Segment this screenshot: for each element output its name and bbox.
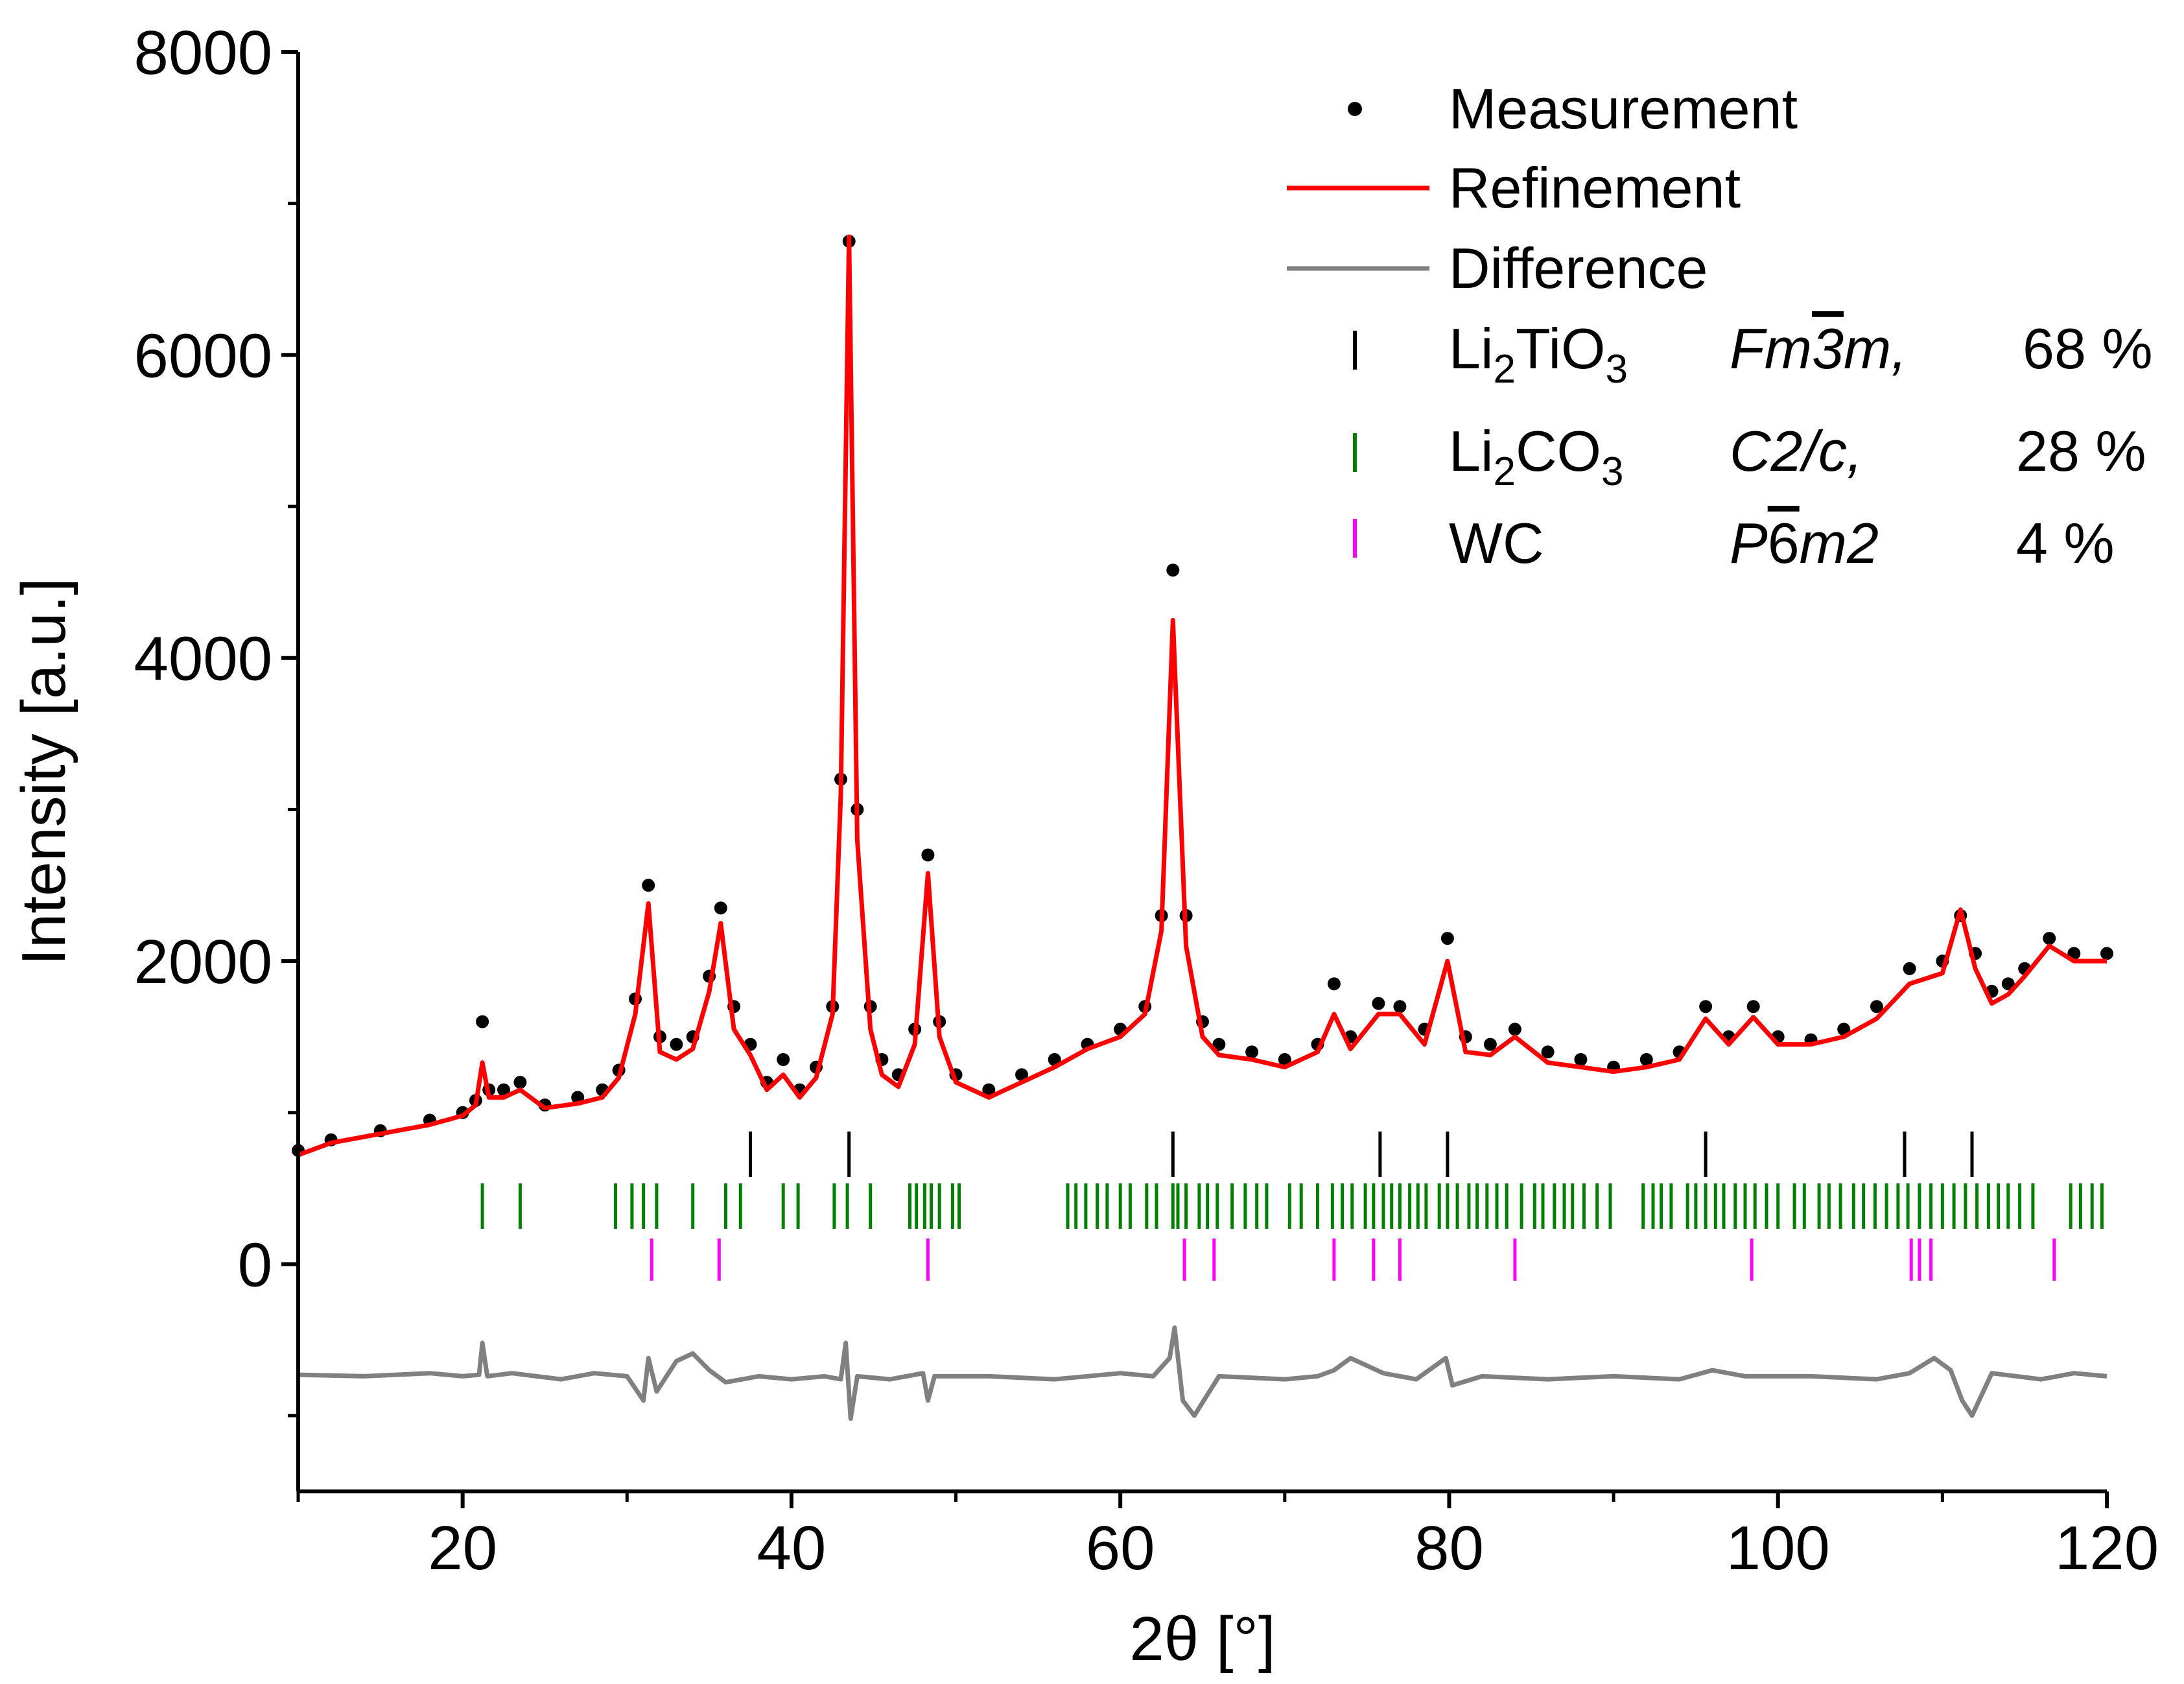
difference-layer bbox=[298, 1325, 2108, 1421]
measurement-point bbox=[1393, 1000, 1407, 1014]
x-tick-label: 60 bbox=[1086, 1513, 1155, 1583]
measurement-point bbox=[2100, 947, 2113, 960]
x-tick-label: 20 bbox=[428, 1513, 497, 1583]
legend-difference-label: Difference bbox=[1449, 236, 1708, 300]
measurement-point bbox=[1278, 1053, 1291, 1066]
legend-measurement-marker bbox=[1348, 102, 1362, 116]
legend: Measurement Refinement Difference Li2TiO… bbox=[1287, 77, 2153, 575]
refinement-layer bbox=[297, 234, 2107, 1157]
plot-area bbox=[292, 52, 2113, 1491]
measurement-point bbox=[1870, 1000, 1883, 1014]
measurement-point bbox=[1541, 1045, 1555, 1059]
y-tick-label: 0 bbox=[238, 1230, 272, 1299]
measurement-point bbox=[513, 1076, 527, 1089]
measurement-point bbox=[1015, 1068, 1028, 1082]
measurement-point bbox=[1639, 1053, 1653, 1066]
measurement-point bbox=[714, 901, 727, 915]
axes: 20 40 60 80 100 120 0 2000 4000 6000 8000 bbox=[134, 18, 2159, 1583]
x-axis-title: 2θ [°] bbox=[1129, 1604, 1275, 1674]
y-axis-title: Intensity [a.u.] bbox=[9, 578, 78, 966]
measurement-point bbox=[1746, 1000, 1760, 1014]
measurement-point bbox=[1372, 997, 1385, 1010]
legend-li2tio3-group: Fm3m, bbox=[1730, 316, 1907, 381]
legend-li2co3-group: C2/c, bbox=[1730, 419, 1862, 483]
legend-li2tio3-formula: Li2TiO3 bbox=[1449, 316, 1628, 392]
measurement-point bbox=[1699, 1000, 1713, 1014]
legend-measurement-label: Measurement bbox=[1449, 77, 1798, 141]
measurement-point bbox=[921, 848, 935, 862]
measurement-point bbox=[670, 1038, 683, 1051]
x-tick-label: 120 bbox=[2055, 1513, 2159, 1583]
measurement-point bbox=[1245, 1045, 1259, 1059]
measurement-point bbox=[1574, 1053, 1588, 1066]
refinement-curve bbox=[297, 234, 2107, 1157]
measurement-point bbox=[2043, 932, 2056, 945]
legend-li2co3-fraction: 28 % bbox=[2016, 419, 2146, 483]
x-tick-label: 100 bbox=[1726, 1513, 1830, 1583]
measurement-point bbox=[982, 1083, 996, 1097]
legend-li2co3-formula: Li2CO3 bbox=[1449, 419, 1623, 494]
measurement-point bbox=[777, 1053, 790, 1066]
reflections-layer bbox=[480, 1132, 2104, 1281]
measurement-point bbox=[1212, 1038, 1226, 1051]
legend-refinement-label: Refinement bbox=[1449, 156, 1741, 220]
measurement-point bbox=[476, 1015, 489, 1028]
measurement-point bbox=[497, 1083, 510, 1097]
legend-li2tio3-fraction: 68 % bbox=[2023, 316, 2153, 381]
y-tick-label: 2000 bbox=[134, 927, 272, 997]
x-ticks: 20 40 60 80 100 120 bbox=[296, 1491, 2159, 1583]
legend-wc-group: P6m2 bbox=[1730, 511, 1879, 575]
plot-frame bbox=[298, 52, 2107, 1491]
measurement-point bbox=[1483, 1038, 1497, 1051]
difference-curve bbox=[298, 1325, 2108, 1421]
measurement-point bbox=[1903, 962, 1916, 975]
y-tick-label: 6000 bbox=[134, 321, 272, 390]
legend-wc-formula: WC bbox=[1449, 511, 1544, 575]
x-tick-label: 40 bbox=[757, 1513, 827, 1583]
measurement-point bbox=[1508, 1023, 1521, 1036]
legend-wc-fraction: 4 % bbox=[2016, 511, 2115, 575]
measurement-point bbox=[1440, 932, 1454, 945]
y-tick-label: 8000 bbox=[134, 18, 272, 88]
x-tick-label: 80 bbox=[1415, 1513, 1484, 1583]
measurement-point bbox=[2001, 977, 2015, 991]
measurement-point bbox=[1327, 977, 1341, 991]
measurement-point bbox=[642, 879, 655, 892]
y-tick-label: 4000 bbox=[134, 624, 272, 694]
measurement-point bbox=[1166, 563, 1180, 577]
y-ticks: 0 2000 4000 6000 8000 bbox=[134, 18, 298, 1417]
